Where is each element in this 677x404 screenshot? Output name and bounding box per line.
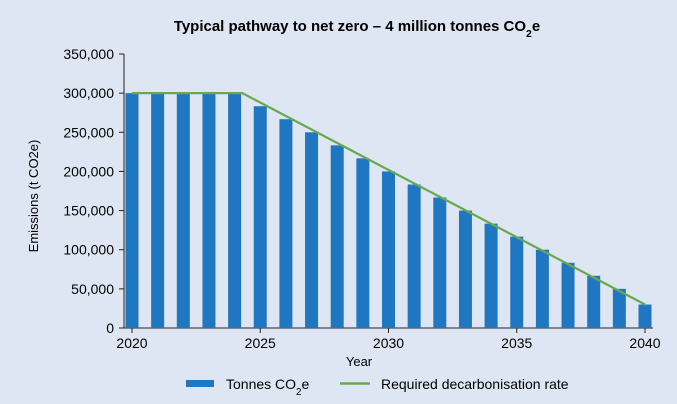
- bar-2028: [330, 145, 344, 328]
- bar-2025: [253, 106, 267, 328]
- y-axis-ticks: 0 50,000 100,000 150,000 200,000 250,000 300,0…: [63, 46, 124, 336]
- legend-label-line: Required decarbonisation rate: [381, 376, 569, 392]
- x-axis-ticks: 2020 2025 2030 2035 2040: [116, 328, 661, 351]
- bar-2021: [151, 93, 165, 329]
- bar-2024: [228, 93, 242, 329]
- legend: Tonnes CO2e Required decarbonisation rate: [186, 376, 569, 398]
- bar-2022: [176, 93, 190, 329]
- bar-2032: [433, 197, 447, 328]
- bar-2026: [279, 119, 293, 328]
- bar-2023: [202, 93, 216, 329]
- bar-2034: [484, 223, 498, 328]
- y-tick-label: 0: [106, 320, 114, 336]
- bar-2035: [510, 236, 524, 328]
- y-tick-label: 150,000: [63, 203, 114, 219]
- chart-title: Typical pathway to net zero – 4 million …: [174, 18, 540, 40]
- bar-2033: [458, 210, 472, 328]
- bar-2031: [407, 184, 421, 328]
- y-tick-label: 350,000: [63, 46, 114, 62]
- bar-2029: [356, 158, 370, 328]
- y-tick-label: 300,000: [63, 85, 114, 101]
- x-tick-label: 2040: [629, 335, 660, 351]
- bar-2037: [561, 262, 575, 328]
- x-tick-label: 2035: [501, 335, 532, 351]
- y-tick-label: 250,000: [63, 124, 114, 140]
- legend-swatch-bars: [186, 380, 214, 387]
- bar-2030: [382, 171, 395, 328]
- bar-2038: [587, 275, 601, 328]
- y-tick-label: 100,000: [63, 242, 114, 258]
- bar-2039: [612, 288, 626, 328]
- legend-label-bars: Tonnes CO2e: [226, 376, 310, 398]
- x-axis-title: Year: [346, 354, 373, 369]
- y-axis-title: Emissions (t CO2e): [26, 140, 41, 253]
- x-tick-label: 2025: [245, 335, 276, 351]
- bar-2020: [125, 93, 139, 329]
- y-tick-label: 50,000: [71, 281, 114, 297]
- bar-2040: [638, 304, 652, 328]
- bar-2027: [305, 132, 319, 328]
- plot-area: [123, 54, 653, 329]
- bar-2036: [535, 249, 549, 328]
- decarbonisation-line: [132, 92, 646, 306]
- x-tick-label: 2030: [373, 335, 404, 351]
- x-tick-label: 2020: [116, 335, 147, 351]
- y-tick-label: 200,000: [63, 163, 114, 179]
